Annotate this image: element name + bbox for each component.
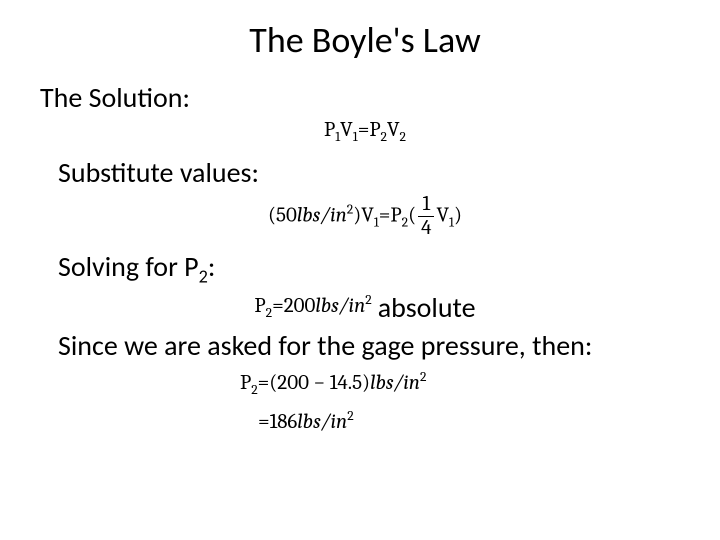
equation-p2-gage-result: =186lbs/in2 xyxy=(258,409,354,434)
solution-heading: The Solution: xyxy=(40,80,690,115)
equation-gage-block: P2=(200 − 14.5)lbs/in2 =186lbs/in2 xyxy=(240,366,690,439)
equation-p2-absolute: P2=200lbs/in2 xyxy=(254,293,371,321)
slide-content: The Boyle's Law The Solution: P1V1=P2V2 … xyxy=(0,0,720,450)
absolute-label: absolute xyxy=(378,290,476,325)
row-absolute: P2=200lbs/in2 absolute xyxy=(40,290,690,325)
slide-title: The Boyle's Law xyxy=(40,18,690,62)
solving-heading: Solving for P2: xyxy=(58,249,690,288)
gage-text: Since we are asked for the gage pressure… xyxy=(58,329,690,363)
equation-boyles-law: P1V1=P2V2 xyxy=(40,119,690,145)
equation-p2-gage-calc: P2=(200 − 14.5)lbs/in2 xyxy=(240,370,426,398)
substitute-heading: Substitute values: xyxy=(58,155,690,190)
equation-substitute: (50lbs/in2)V1=P2(14V1) xyxy=(40,194,690,239)
